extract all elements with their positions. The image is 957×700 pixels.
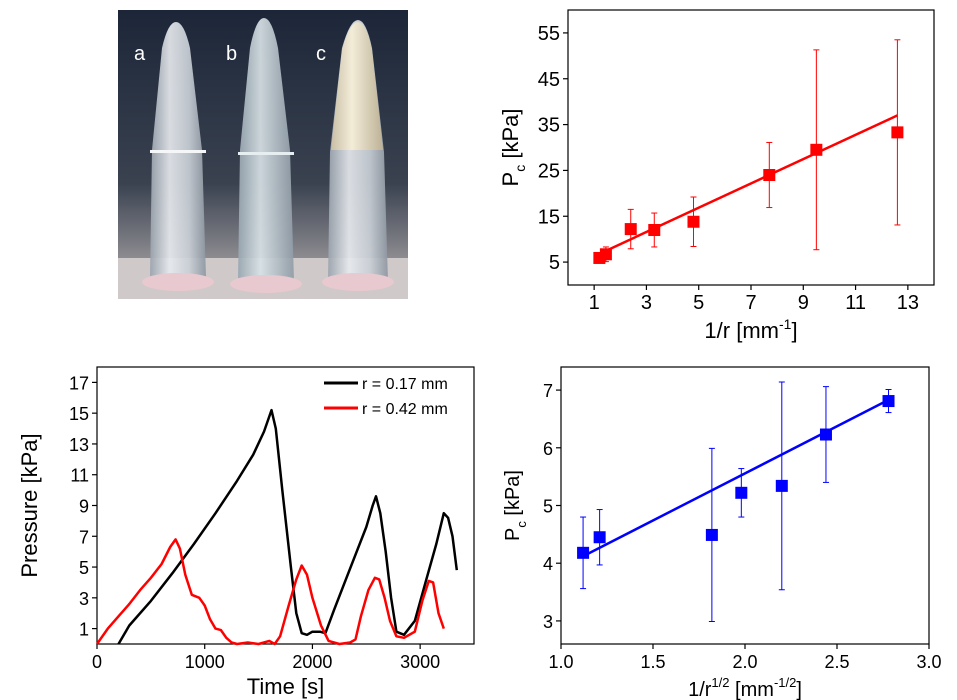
data-point: [648, 224, 661, 236]
y-tick-label: 15: [69, 404, 89, 424]
tube-c-cream-fill: [331, 22, 383, 150]
y-axis-label: Pc [kPa]: [502, 470, 529, 541]
y-tick-label: 5: [543, 497, 553, 517]
data-point: [882, 395, 895, 408]
x-axis-label: 1/r1/2 [mm-1/2]: [688, 675, 802, 700]
y-tick-label: 4: [543, 554, 553, 574]
x-tick-label: 9: [798, 292, 809, 314]
tube-c-cap: [322, 273, 394, 291]
y-tick-label: 3: [543, 612, 553, 632]
data-point: [775, 479, 788, 492]
x-tick-label: 5: [693, 292, 704, 314]
data-point: [687, 215, 700, 228]
x-axis-label: 1/r [mm-1]: [704, 316, 797, 343]
x-axis-label: Time [s]: [247, 674, 324, 699]
y-tick-label: 55: [538, 23, 560, 45]
data-point: [593, 531, 606, 544]
data-point: [599, 248, 612, 261]
x-tick-label: 1000: [185, 652, 225, 672]
x-tick-label: 1.5: [640, 652, 665, 672]
y-tick-label: 11: [70, 466, 89, 486]
y-axis-label: Pc [kPa]: [498, 109, 528, 187]
data-point: [735, 486, 748, 499]
x-tick-label: 11: [845, 292, 866, 314]
fit-line: [582, 398, 890, 558]
x-tick-label: 3.0: [916, 652, 941, 672]
tube-b: [238, 18, 294, 282]
y-tick-label: 35: [538, 115, 560, 137]
x-tick-label: 2.5: [824, 652, 849, 672]
data-point: [577, 546, 590, 559]
y-tick-label: 7: [543, 381, 553, 401]
y-tick-label: 25: [538, 160, 560, 182]
y-tick-label: 1: [79, 620, 89, 640]
y-tick-label: 6: [543, 439, 553, 459]
data-point: [705, 528, 718, 541]
y-tick-label: 15: [538, 206, 560, 228]
series-line: [95, 538, 445, 646]
x-tick-label: 0: [92, 652, 102, 672]
fit-line: [598, 114, 898, 255]
chart-pc-vs-inverse-sqrt-r: 1.0 1.5 2.0 2.5 3.0 3 4 5 6 7 1/r1/2 [mm-1/2] Pc [k…: [502, 366, 942, 700]
tube-b-cap: [230, 275, 302, 293]
x-tick-label: 1: [589, 292, 600, 314]
tube-a-liquid-line: [150, 150, 206, 153]
y-tick-label: 7: [79, 527, 89, 547]
photo-panel: a b c: [118, 10, 408, 299]
y-tick-label: 45: [538, 69, 560, 91]
data-point: [593, 251, 606, 264]
y-axis-label: Pressure [kPa]: [17, 433, 42, 577]
y-tick-label: 3: [79, 589, 89, 609]
legend-label: r = 0.42 mm: [362, 401, 448, 418]
tube-label-c: c: [316, 43, 326, 65]
data-point: [763, 169, 776, 181]
data-point: [810, 143, 823, 156]
y-tick-label: 17: [69, 373, 89, 393]
data-point: [819, 428, 832, 441]
y-tick-label: 5: [79, 558, 89, 578]
x-tick-label: 2.0: [732, 652, 757, 672]
data-point: [624, 223, 637, 236]
x-tick-label: 3: [641, 292, 652, 314]
x-tick-label: 7: [745, 292, 756, 314]
x-tick-label: 3000: [400, 652, 440, 672]
x-tick-label: 13: [897, 292, 919, 314]
tube-label-a: a: [134, 43, 146, 65]
legend-label: r = 0.17 mm: [362, 376, 448, 393]
y-tick-label: 9: [79, 497, 89, 517]
y-tick-label: 5: [549, 252, 560, 274]
tube-label-b: b: [226, 43, 237, 65]
tube-b-liquid-line: [238, 152, 294, 155]
data-point: [891, 126, 904, 139]
y-tick-label: 13: [69, 435, 89, 455]
tube-a-cap: [142, 273, 214, 291]
x-tick-label: 2000: [292, 652, 332, 672]
x-tick-label: 1.0: [548, 652, 573, 672]
